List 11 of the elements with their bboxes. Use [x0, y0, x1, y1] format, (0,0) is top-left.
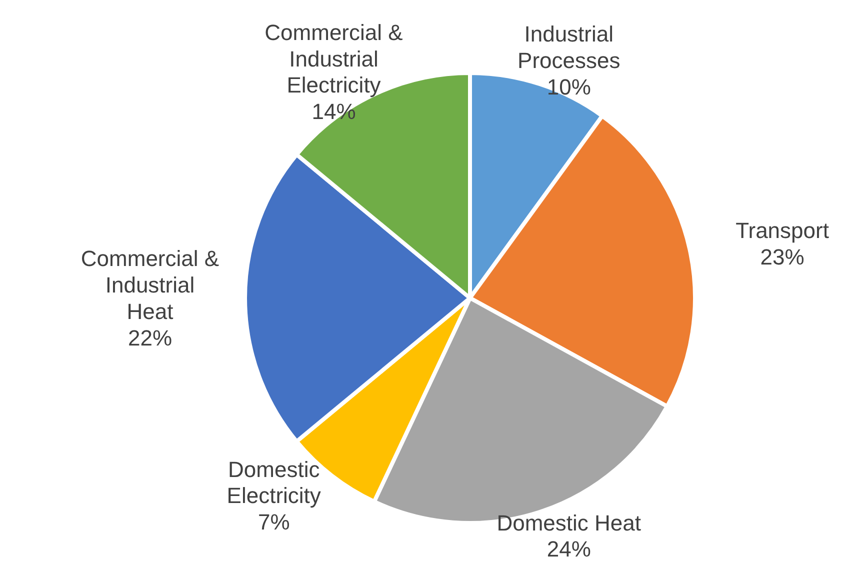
- data-label: 22%: [128, 325, 172, 350]
- slice-label: Transport: [736, 218, 829, 243]
- data-label: 10%: [546, 74, 591, 100]
- slice-label: Domestic Electricity: [226, 456, 321, 508]
- slice-label: Domestic Heat: [496, 510, 642, 536]
- data-label: 24%: [546, 536, 591, 562]
- slice-label: Commercial & Industrial Heat: [80, 246, 220, 324]
- data-label: 23%: [760, 244, 804, 270]
- slice-label: Commercial & Industrial Electricity: [264, 20, 404, 98]
- data-label: 7%: [258, 510, 290, 535]
- slice-label: Industrial Processes: [518, 22, 620, 73]
